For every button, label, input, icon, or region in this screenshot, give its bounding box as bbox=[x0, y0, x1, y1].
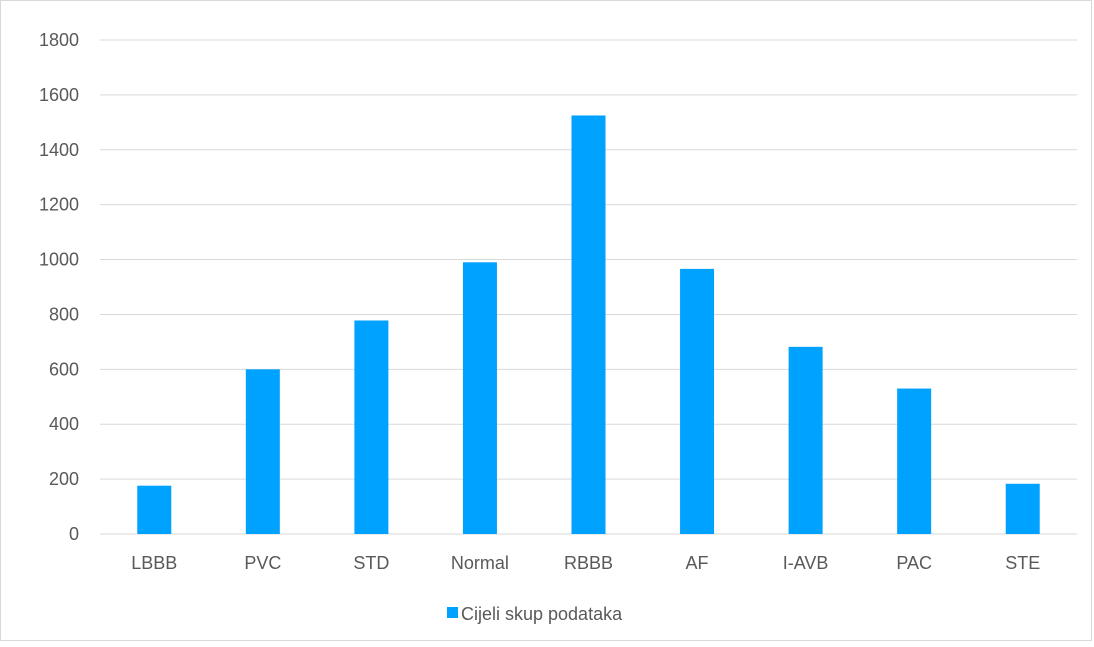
x-tick-label: AF bbox=[686, 553, 709, 573]
x-tick-label: LBBB bbox=[131, 553, 177, 573]
y-axis-tick-labels: 0 200 400 600 800 1000 1200 1400 1600 1800 bbox=[39, 30, 79, 544]
bar-series bbox=[137, 115, 1040, 534]
x-tick-label: STD bbox=[353, 553, 389, 573]
x-tick-label: Normal bbox=[451, 553, 509, 573]
bar-i-avb bbox=[788, 346, 823, 534]
x-tick-label: STE bbox=[1005, 553, 1040, 573]
bar-lbbb bbox=[137, 485, 172, 534]
y-tick-label: 200 bbox=[49, 469, 79, 489]
legend: Cijeli skup podataka bbox=[447, 604, 623, 624]
y-tick-label: 1400 bbox=[39, 140, 79, 160]
y-tick-label: 1600 bbox=[39, 85, 79, 105]
bar-rbbb bbox=[571, 115, 606, 534]
y-tick-label: 1000 bbox=[39, 250, 79, 270]
bar-pvc bbox=[245, 369, 280, 534]
x-tick-label: RBBB bbox=[564, 553, 613, 573]
x-axis-tick-labels: LBBB PVC STD Normal RBBB AF I-AVB PAC STE bbox=[131, 553, 1040, 573]
legend-label: Cijeli skup podataka bbox=[461, 604, 623, 624]
x-tick-label: PAC bbox=[896, 553, 932, 573]
y-tick-label: 0 bbox=[69, 524, 79, 544]
x-tick-label: I-AVB bbox=[783, 553, 829, 573]
y-tick-label: 800 bbox=[49, 304, 79, 324]
bar-normal bbox=[462, 262, 497, 534]
bar-std bbox=[354, 320, 389, 534]
y-tick-label: 1200 bbox=[39, 195, 79, 215]
y-tick-label: 1800 bbox=[39, 30, 79, 50]
x-tick-label: PVC bbox=[244, 553, 281, 573]
bar-ste bbox=[1005, 483, 1040, 534]
legend-swatch bbox=[447, 607, 458, 618]
y-tick-label: 400 bbox=[49, 414, 79, 434]
y-tick-label: 600 bbox=[49, 359, 79, 379]
bar-af bbox=[680, 268, 715, 534]
bar-pac bbox=[897, 388, 932, 534]
